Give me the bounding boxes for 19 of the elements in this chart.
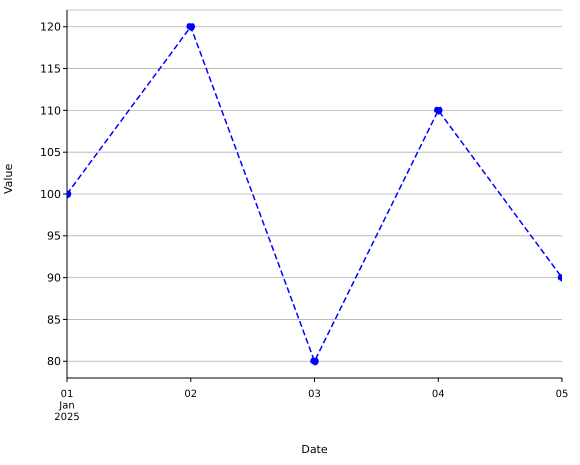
y-tick-label: 110 — [40, 104, 61, 118]
y-axis-title: Value — [2, 164, 15, 194]
x-tick-label: 04 — [432, 389, 445, 400]
x-tick-label: 02 — [184, 389, 198, 400]
y-tick-label: 120 — [40, 20, 61, 34]
y-tick-label: 115 — [40, 62, 61, 76]
x-tick-label: 05 — [556, 389, 568, 400]
point — [310, 357, 319, 366]
point — [434, 106, 442, 115]
x-axis-title: Date — [301, 443, 328, 456]
x-tick-label: 03 — [308, 389, 321, 400]
y-tick-label: 90 — [47, 272, 61, 285]
y-tick-label: 85 — [47, 313, 61, 326]
point — [186, 22, 195, 31]
x-tick-label: 01 Jan 2025 — [54, 389, 80, 423]
y-tick-label: 105 — [40, 146, 61, 160]
y-tick-label: 100 — [40, 188, 61, 201]
y-tick-label: 80 — [47, 355, 61, 368]
y-tick-label: 95 — [47, 230, 61, 243]
